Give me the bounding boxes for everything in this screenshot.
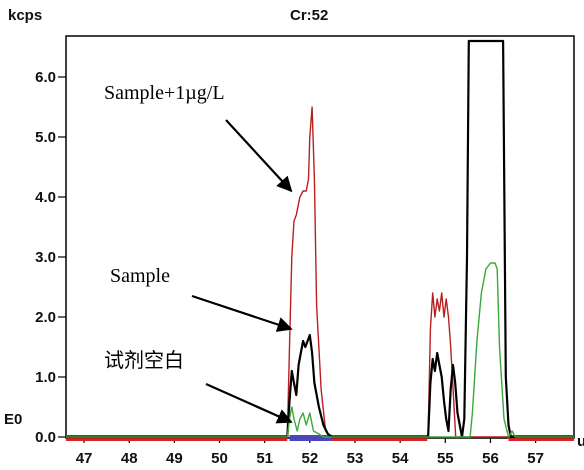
- chart-title: Cr:52: [290, 7, 328, 24]
- x-tick-label: 56: [482, 450, 499, 467]
- annotation-arrow: [191, 294, 293, 332]
- x-tick-label: 55: [437, 450, 454, 467]
- y-tick-label: 6.0: [35, 69, 56, 86]
- baseline-segment: [289, 435, 333, 441]
- y-unit-label: kcps: [8, 7, 42, 24]
- x-tick-label: 50: [211, 450, 228, 467]
- y-tick-label: 1.0: [35, 369, 56, 386]
- y-tick-label: 5.0: [35, 129, 56, 146]
- x-tick-label: 53: [347, 450, 364, 467]
- y-tick-label: 0.0: [35, 429, 56, 446]
- x-tick-label: 57: [527, 450, 544, 467]
- series-line: [66, 39, 574, 439]
- series-line: [66, 262, 574, 438]
- x-tick-label: 52: [301, 450, 318, 467]
- x-tick-label: 49: [166, 450, 183, 467]
- x-tick-label: 51: [256, 450, 273, 467]
- baseline-marker-label: E0: [4, 411, 22, 428]
- x-tick-label: 54: [392, 450, 409, 467]
- y-tick-label: 4.0: [35, 189, 56, 206]
- annotation-label: 试剂空白: [104, 349, 184, 372]
- annotation-arrow: [205, 382, 293, 424]
- x-unit-label: u: [577, 433, 584, 450]
- x-tick-label: 47: [76, 450, 93, 467]
- y-tick-label: 3.0: [35, 249, 56, 266]
- x-tick-label: 48: [121, 450, 138, 467]
- annotation-arrow: [225, 119, 293, 193]
- annotation-label: Sample: [110, 265, 170, 287]
- y-tick-label: 2.0: [35, 309, 56, 326]
- annotation-label: Sample+1µg/L: [104, 82, 225, 104]
